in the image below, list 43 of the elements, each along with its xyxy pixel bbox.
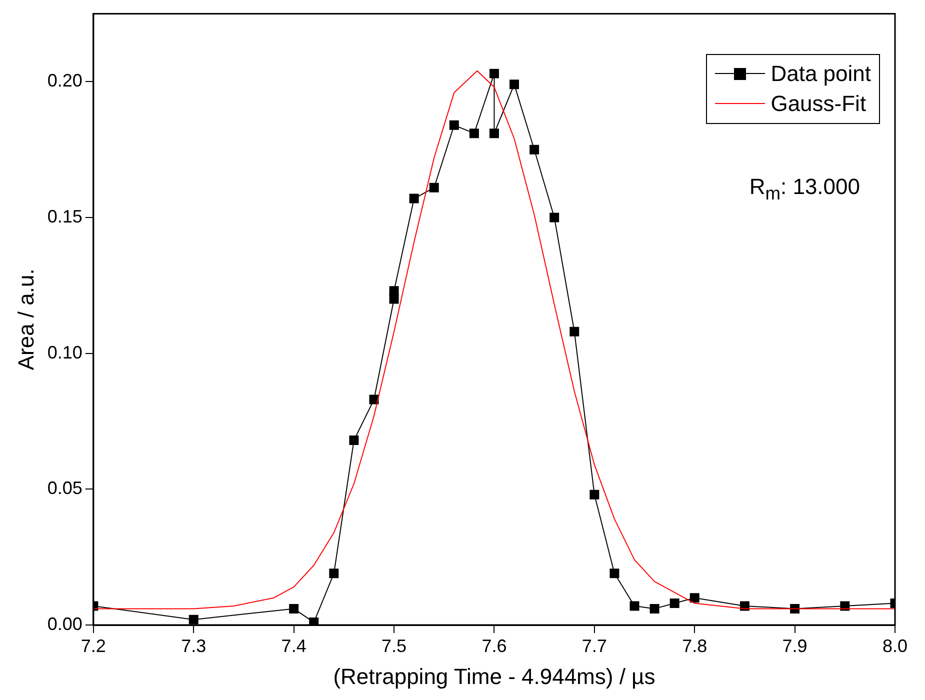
point	[389, 286, 399, 296]
point	[670, 598, 680, 608]
point	[389, 294, 399, 304]
y-tick-label: 0.10	[47, 342, 82, 362]
point	[188, 614, 198, 624]
x-tick-label: 7.2	[80, 636, 106, 656]
point	[309, 618, 319, 625]
point	[489, 68, 499, 78]
point	[530, 144, 540, 154]
y-tick-label: 0.00	[47, 614, 82, 634]
y-axis-title: Area / a.u.	[13, 268, 38, 370]
point	[650, 604, 660, 614]
point	[630, 601, 640, 611]
x-tick-label: 7.7	[582, 636, 607, 656]
point	[449, 120, 459, 130]
y-tick-label: 0.15	[47, 206, 82, 226]
x-tick-label: 7.5	[382, 636, 407, 656]
legend-label: Data point	[770, 60, 871, 87]
point	[590, 490, 600, 500]
point	[469, 128, 479, 138]
y-tick-label: 0.20	[47, 70, 82, 91]
x-tick-label: 7.3	[181, 636, 206, 656]
x-tick-label: 7.9	[782, 636, 808, 656]
point	[489, 128, 499, 138]
point	[369, 394, 379, 404]
point	[429, 182, 439, 192]
x-tick-label: 7.6	[482, 636, 507, 656]
point	[349, 436, 359, 446]
x-axis-title: (Retrapping Time - 4.944ms) / µs	[333, 664, 656, 689]
y-tick-label: 0.05	[47, 478, 82, 498]
x-tick-label: 7.8	[682, 636, 708, 656]
point	[550, 212, 560, 222]
point	[690, 593, 700, 603]
x-tick-label: 8.0	[882, 636, 908, 656]
x-tick-label: 7.4	[281, 636, 306, 656]
point	[610, 568, 620, 578]
point	[570, 326, 580, 336]
legend-label: Gauss-Fit	[770, 90, 866, 117]
point	[510, 80, 519, 90]
annotation: R$_{m}$: 13.000	[749, 174, 860, 204]
point	[409, 194, 419, 204]
point	[289, 604, 299, 614]
point	[329, 568, 339, 578]
